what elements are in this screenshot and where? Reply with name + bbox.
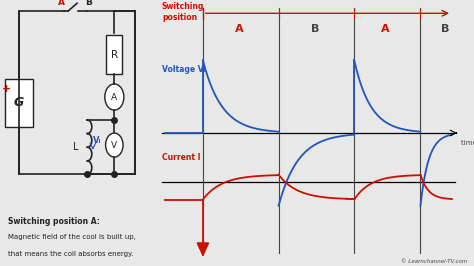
Polygon shape bbox=[197, 243, 209, 255]
Text: +: + bbox=[1, 84, 10, 94]
Text: Magnetic field of the cool is built up,: Magnetic field of the cool is built up, bbox=[8, 234, 136, 240]
FancyBboxPatch shape bbox=[5, 78, 33, 127]
Text: L: L bbox=[73, 142, 79, 152]
Text: R: R bbox=[111, 49, 118, 60]
Text: Switching
position: Switching position bbox=[162, 2, 204, 22]
Bar bbox=[106, 35, 122, 74]
Text: A: A bbox=[235, 24, 244, 34]
Text: that means the coil absorbs energy.: that means the coil absorbs energy. bbox=[8, 251, 133, 257]
Text: Switching position A:: Switching position A: bbox=[8, 217, 100, 226]
Text: A: A bbox=[382, 24, 390, 34]
Circle shape bbox=[105, 84, 124, 110]
Circle shape bbox=[106, 133, 123, 157]
Text: Vₗ: Vₗ bbox=[93, 136, 101, 145]
Text: G: G bbox=[14, 96, 24, 109]
Text: A: A bbox=[111, 93, 118, 102]
Text: V: V bbox=[111, 140, 118, 149]
Text: © Learnchannel-TV.com: © Learnchannel-TV.com bbox=[401, 259, 468, 264]
Text: A: A bbox=[58, 0, 65, 7]
Text: B: B bbox=[310, 24, 319, 34]
Text: B: B bbox=[441, 24, 450, 34]
Text: Current I: Current I bbox=[162, 153, 201, 162]
Text: B: B bbox=[85, 0, 92, 7]
Text: time t: time t bbox=[461, 140, 474, 146]
Text: Voltage Vₗ: Voltage Vₗ bbox=[162, 65, 205, 74]
